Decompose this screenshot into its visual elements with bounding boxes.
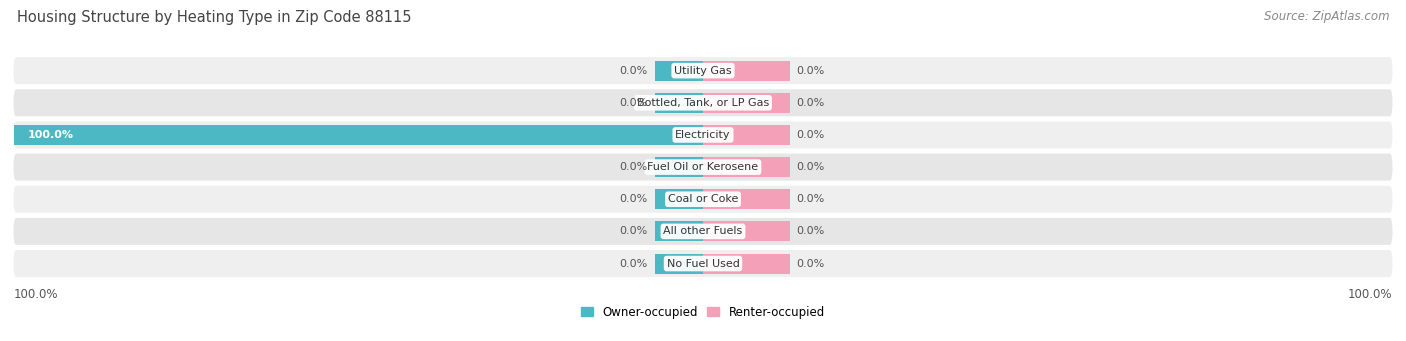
Bar: [703, 125, 790, 145]
Text: 100.0%: 100.0%: [14, 288, 59, 301]
Text: 0.0%: 0.0%: [620, 98, 648, 108]
Text: 0.0%: 0.0%: [797, 194, 825, 204]
Bar: [703, 61, 790, 80]
Text: 0.0%: 0.0%: [797, 162, 825, 172]
Text: No Fuel Used: No Fuel Used: [666, 258, 740, 269]
Text: Coal or Coke: Coal or Coke: [668, 194, 738, 204]
Text: 0.0%: 0.0%: [797, 130, 825, 140]
Text: Electricity: Electricity: [675, 130, 731, 140]
Text: Fuel Oil or Kerosene: Fuel Oil or Kerosene: [647, 162, 759, 172]
Text: 0.0%: 0.0%: [797, 226, 825, 236]
Bar: [655, 157, 703, 177]
Text: Bottled, Tank, or LP Gas: Bottled, Tank, or LP Gas: [637, 98, 769, 108]
Bar: [703, 157, 790, 177]
Bar: [703, 254, 790, 273]
Text: All other Fuels: All other Fuels: [664, 226, 742, 236]
Text: Utility Gas: Utility Gas: [675, 65, 731, 76]
Bar: [655, 93, 703, 113]
Text: Source: ZipAtlas.com: Source: ZipAtlas.com: [1264, 10, 1389, 23]
Legend: Owner-occupied, Renter-occupied: Owner-occupied, Renter-occupied: [576, 301, 830, 323]
Text: 0.0%: 0.0%: [620, 226, 648, 236]
Text: 0.0%: 0.0%: [797, 98, 825, 108]
Bar: [655, 254, 703, 273]
Text: 0.0%: 0.0%: [620, 162, 648, 172]
FancyBboxPatch shape: [14, 121, 1392, 148]
Text: 0.0%: 0.0%: [620, 65, 648, 76]
FancyBboxPatch shape: [14, 153, 1392, 181]
Bar: [655, 189, 703, 209]
Bar: [14, 125, 703, 145]
Bar: [655, 221, 703, 241]
Text: 0.0%: 0.0%: [797, 258, 825, 269]
Bar: [703, 189, 790, 209]
Bar: [703, 221, 790, 241]
Bar: [703, 93, 790, 113]
FancyBboxPatch shape: [14, 186, 1392, 213]
Text: 100.0%: 100.0%: [1347, 288, 1392, 301]
FancyBboxPatch shape: [14, 250, 1392, 277]
FancyBboxPatch shape: [14, 89, 1392, 116]
Bar: [655, 61, 703, 80]
Text: 0.0%: 0.0%: [797, 65, 825, 76]
Text: 100.0%: 100.0%: [28, 130, 75, 140]
FancyBboxPatch shape: [14, 57, 1392, 84]
Text: Housing Structure by Heating Type in Zip Code 88115: Housing Structure by Heating Type in Zip…: [17, 10, 412, 25]
Text: 0.0%: 0.0%: [620, 194, 648, 204]
FancyBboxPatch shape: [14, 218, 1392, 245]
Text: 0.0%: 0.0%: [620, 258, 648, 269]
